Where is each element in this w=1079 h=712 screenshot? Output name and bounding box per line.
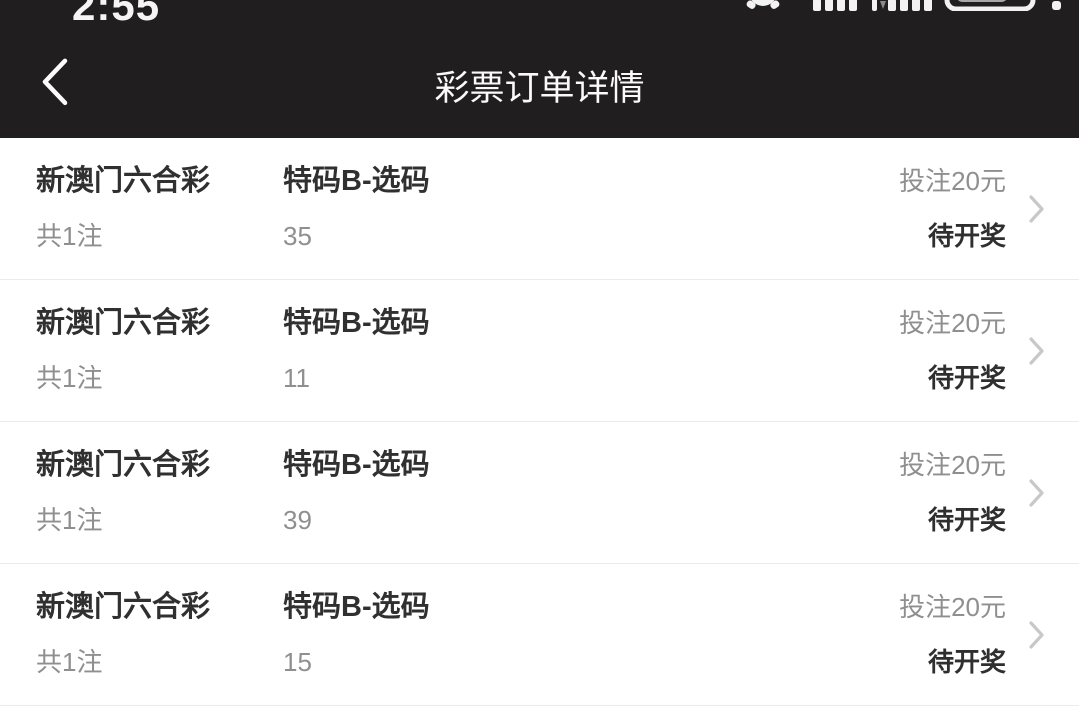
bet-count: 共1注 [36, 647, 103, 677]
order-row-middle: 特码B-选码 39 [283, 446, 430, 537]
order-row-middle: 特码B-选码 11 [283, 304, 430, 395]
order-row-right: 投注20元 待开奖 [899, 588, 1006, 679]
status-time: 2:55 [72, 0, 161, 29]
bet-amount: 投注20元 [899, 308, 1006, 338]
page-title: 彩票订单详情 [434, 68, 645, 108]
battery-icon [944, 0, 1036, 11]
order-row-right: 投注20元 待开奖 [899, 162, 1006, 253]
app-header: 2:55 [0, 0, 1079, 138]
order-row[interactable]: 新澳门六合彩 共1注 特码B-选码 35 投注20元 待开奖 [0, 138, 1079, 280]
chevron-right-icon[interactable] [1028, 478, 1046, 508]
game-name: 新澳门六合彩 [36, 307, 211, 339]
order-row-middle: 特码B-选码 15 [283, 588, 430, 679]
selected-numbers: 39 [283, 505, 312, 535]
chevron-left-icon [42, 58, 68, 106]
order-row[interactable]: 新澳门六合彩 共1注 特码B-选码 39 投注20元 待开奖 [0, 422, 1079, 564]
order-row-left: 新澳门六合彩 共1注 [36, 304, 210, 395]
order-row[interactable]: 新澳门六合彩 共1注 特码B-选码 11 投注20元 待开奖 [0, 280, 1079, 422]
play-type: 特码B-选码 [283, 449, 430, 481]
selected-numbers: 11 [283, 363, 310, 393]
back-button[interactable] [28, 50, 80, 114]
chevron-right-icon[interactable] [1028, 620, 1046, 650]
play-type: 特码B-选码 [283, 591, 430, 623]
order-status-badge: 待开奖 [927, 221, 1006, 251]
order-status-badge: 待开奖 [927, 505, 1006, 535]
order-row[interactable]: 新澳门六合彩 共1注 特码B-选码 15 投注20元 待开奖 [0, 564, 1079, 706]
game-name: 新澳门六合彩 [36, 591, 211, 623]
bet-amount: 投注20元 [899, 450, 1006, 480]
bet-count: 共1注 [36, 363, 103, 393]
selected-numbers: 35 [283, 221, 312, 251]
order-status-badge: 待开奖 [927, 363, 1006, 393]
bet-count: 共1注 [36, 221, 103, 251]
chevron-right-icon[interactable] [1028, 336, 1046, 366]
order-row-left: 新澳门六合彩 共1注 [36, 162, 210, 253]
chevron-right-icon[interactable] [1028, 194, 1046, 224]
signal-bars-icon [888, 0, 932, 11]
selected-numbers: 15 [283, 647, 312, 677]
signal-bars-icon [813, 0, 857, 11]
play-type: 特码B-选码 [283, 165, 430, 197]
order-row-left: 新澳门六合彩 共1注 [36, 588, 210, 679]
nav-bar: 彩票订单详情 [0, 18, 1079, 138]
game-name: 新澳门六合彩 [36, 449, 211, 481]
order-row-left: 新澳门六合彩 共1注 [36, 446, 210, 537]
game-name: 新澳门六合彩 [36, 165, 211, 197]
sim-indicator-icon [872, 0, 886, 11]
order-row-right: 投注20元 待开奖 [899, 304, 1006, 395]
order-list: 新澳门六合彩 共1注 特码B-选码 35 投注20元 待开奖 新澳门六合彩 共1… [0, 138, 1079, 706]
order-status-badge: 待开奖 [927, 647, 1006, 677]
order-row-middle: 特码B-选码 35 [283, 162, 430, 253]
bet-count: 共1注 [36, 505, 103, 535]
play-type: 特码B-选码 [283, 307, 430, 339]
notification-dot-icon [1052, 1, 1061, 10]
bet-amount: 投注20元 [899, 166, 1006, 196]
bet-amount: 投注20元 [899, 592, 1006, 622]
order-row-right: 投注20元 待开奖 [899, 446, 1006, 537]
alarm-clock-icon [746, 0, 780, 9]
